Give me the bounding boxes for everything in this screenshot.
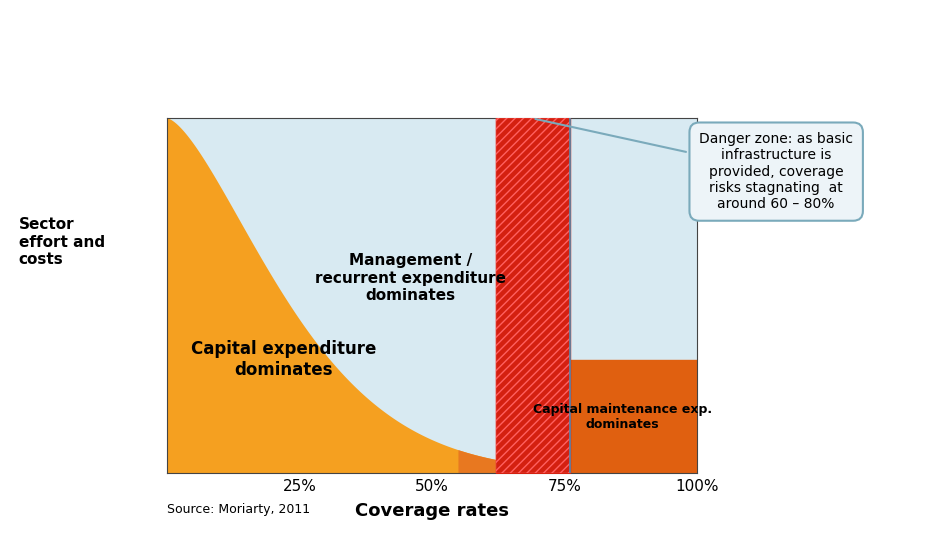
Text: Capital maintenance exp.
dominates: Capital maintenance exp. dominates [533,402,712,430]
Polygon shape [167,118,510,473]
Text: Sector
effort and
costs: Sector effort and costs [19,217,105,267]
Text: Source: Moriarty, 2011: Source: Moriarty, 2011 [167,504,310,516]
Polygon shape [458,450,569,473]
Text: Management /
recurrent expenditure
dominates: Management / recurrent expenditure domin… [315,253,506,303]
X-axis label: Coverage rates: Coverage rates [354,502,509,520]
Polygon shape [532,90,669,118]
Text: Danger zone: as basic
infrastructure is
provided, coverage
risks stagnating  at
: Danger zone: as basic infrastructure is … [535,119,852,211]
Text: Capital expenditure
dominates: Capital expenditure dominates [191,341,376,379]
Bar [495,118,569,473]
